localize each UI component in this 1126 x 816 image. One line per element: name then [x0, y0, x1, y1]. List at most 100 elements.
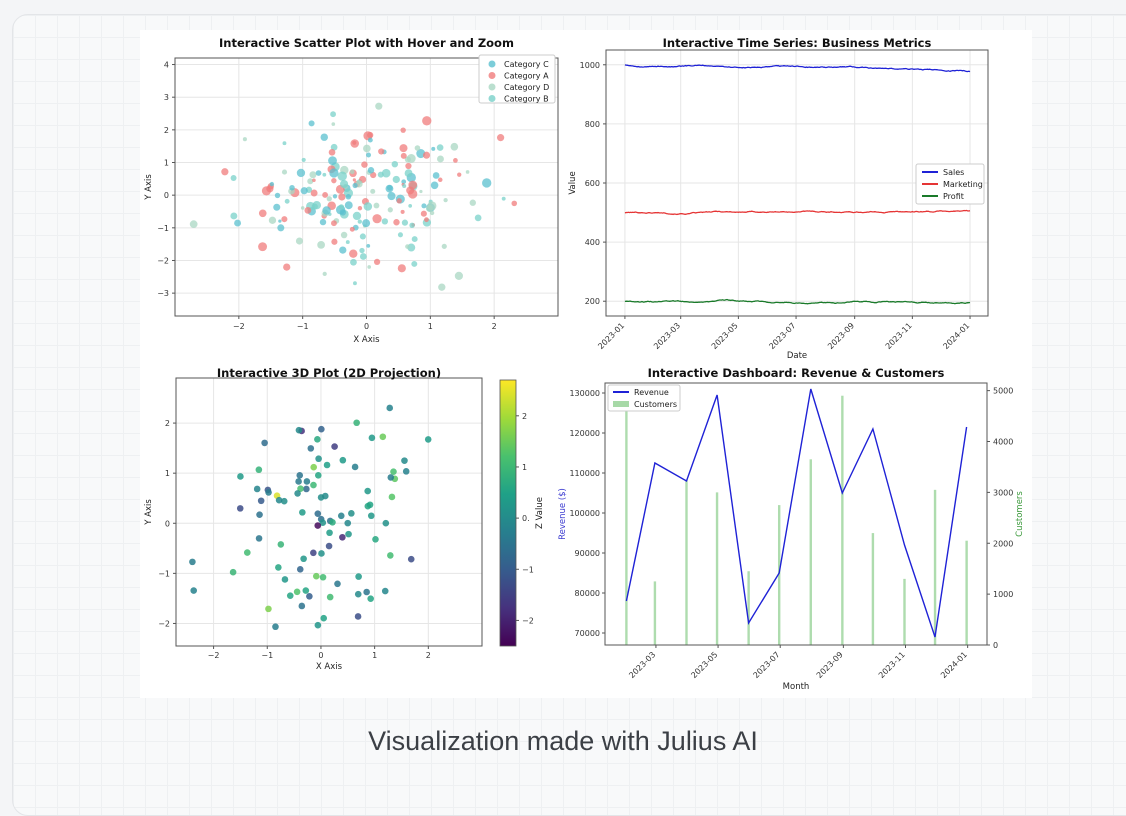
scatter-point — [400, 152, 407, 159]
projection-point — [323, 461, 331, 469]
scatter-tick-label-y: 2 — [164, 126, 169, 135]
projection-point — [303, 485, 310, 493]
dashboard-bar-customers — [685, 479, 688, 645]
scatter-point — [422, 151, 431, 159]
scatter-point — [454, 271, 464, 280]
scatter-tick-label-x: −1 — [297, 322, 309, 331]
colorbar-label: Z Value — [535, 497, 545, 529]
scatter-point — [421, 203, 427, 209]
scatter-point — [189, 220, 198, 229]
projection-point — [339, 456, 347, 464]
scatter-point — [400, 209, 405, 214]
scatter-point — [392, 175, 400, 184]
scatter-point — [322, 271, 327, 276]
scatter-point — [396, 198, 402, 204]
projection-point — [379, 433, 387, 441]
scatter-point — [338, 193, 346, 201]
projection-point — [190, 587, 198, 594]
scatter-point — [261, 186, 272, 196]
projection-point — [387, 552, 394, 559]
projection-point — [372, 536, 379, 543]
scatter-point — [282, 141, 287, 146]
dashboard-bar-customers — [965, 540, 968, 645]
projection-point — [367, 595, 374, 602]
projection-point — [300, 555, 307, 563]
dashboard-line-revenue — [625, 388, 968, 638]
scatter-point — [405, 162, 412, 170]
colorbar-tick-label: 1 — [522, 463, 527, 472]
timeseries-tick-label-x: 2024-01 — [941, 321, 971, 351]
scatter-point — [397, 264, 406, 273]
scatter-point — [370, 188, 376, 194]
dashboard-frame — [604, 382, 988, 646]
projection-tick-label-y: 1 — [165, 469, 170, 478]
scatter-point — [411, 260, 418, 267]
scatter-point — [359, 233, 366, 240]
projection-point — [353, 419, 360, 427]
projection-point — [345, 530, 352, 538]
scatter-point — [496, 134, 505, 142]
dashboard-bar-customers — [747, 571, 750, 645]
dashboard-bar-customers — [653, 581, 657, 645]
scatter-point — [326, 196, 332, 202]
projection-point — [348, 510, 355, 517]
projection-point — [367, 512, 375, 520]
scatter-point — [441, 243, 447, 249]
dashboard-tick-label-y: 80000 — [575, 589, 600, 598]
projection-point — [314, 472, 322, 479]
scatter-point — [284, 198, 290, 204]
scatter-point — [420, 210, 427, 217]
scatter-point — [400, 127, 406, 133]
scatter-point — [230, 175, 237, 182]
projection-point — [302, 587, 310, 594]
caption: Visualization made with Julius AI — [368, 726, 758, 756]
scatter-tick-label-x: 0 — [364, 322, 369, 331]
projection-point — [306, 592, 313, 600]
figure-svg: −2 −1 0 1 2 −3 −2 −1 0 1 2 3 4 Interactive Scatter Pl… — [144, 36, 1025, 692]
scatter-point — [281, 169, 288, 175]
dashboard-ylabel: Revenue ($) — [558, 488, 568, 540]
scatter-point — [363, 202, 373, 211]
scatter-point — [399, 144, 408, 153]
timeseries-tick-label-y: 800 — [585, 120, 600, 129]
projection-point — [424, 436, 432, 443]
projection-point — [318, 550, 325, 557]
scatter-point — [349, 226, 355, 232]
projection-plot: −2 −1 0 1 2 −2 −1 0 1 2 Interactive 3D Plot (2D Pr… — [144, 366, 545, 672]
projection-point — [272, 623, 279, 631]
timeseries-line-profit — [624, 298, 971, 305]
projection-point — [326, 593, 334, 601]
scatter-point — [453, 158, 458, 163]
scatter-point — [429, 210, 435, 216]
scatter-point — [331, 238, 338, 245]
dashboard-tick-label-y: 100000 — [569, 509, 600, 518]
dashboard-tick-label-y-right: 4000 — [993, 438, 1013, 447]
scatter-point — [385, 184, 394, 193]
scatter-point — [366, 243, 371, 248]
scatter-point — [331, 177, 337, 184]
scatter-point — [310, 189, 318, 197]
dashboard-tick-label-y-right: 5000 — [993, 387, 1013, 396]
scatter-tick-label-y: 3 — [164, 93, 169, 102]
projection-point — [312, 572, 320, 580]
projection-tick-label-x: 1 — [372, 651, 377, 660]
projection-point — [295, 478, 302, 485]
scatter-point — [328, 148, 336, 156]
scatter-legend-label: Category D — [504, 83, 549, 92]
colorbar-tick-label: 2 — [522, 412, 527, 421]
scatter-xlabel: X Axis — [353, 335, 380, 345]
projection-point — [255, 466, 263, 474]
scatter-point — [304, 206, 312, 214]
scatter-point — [268, 216, 277, 224]
projection-point — [366, 501, 374, 509]
scatter-point — [372, 214, 382, 224]
scatter-point — [353, 281, 357, 286]
projection-point — [303, 478, 311, 485]
scatter-point — [281, 216, 288, 223]
projection-tick-label-x: 0 — [318, 651, 323, 660]
scatter-points — [189, 102, 518, 291]
scatter-point — [482, 178, 492, 188]
projection-xlabel: X Axis — [316, 662, 343, 672]
dashboard-tick-label-y: 90000 — [575, 549, 600, 558]
scatter-point — [362, 219, 371, 228]
